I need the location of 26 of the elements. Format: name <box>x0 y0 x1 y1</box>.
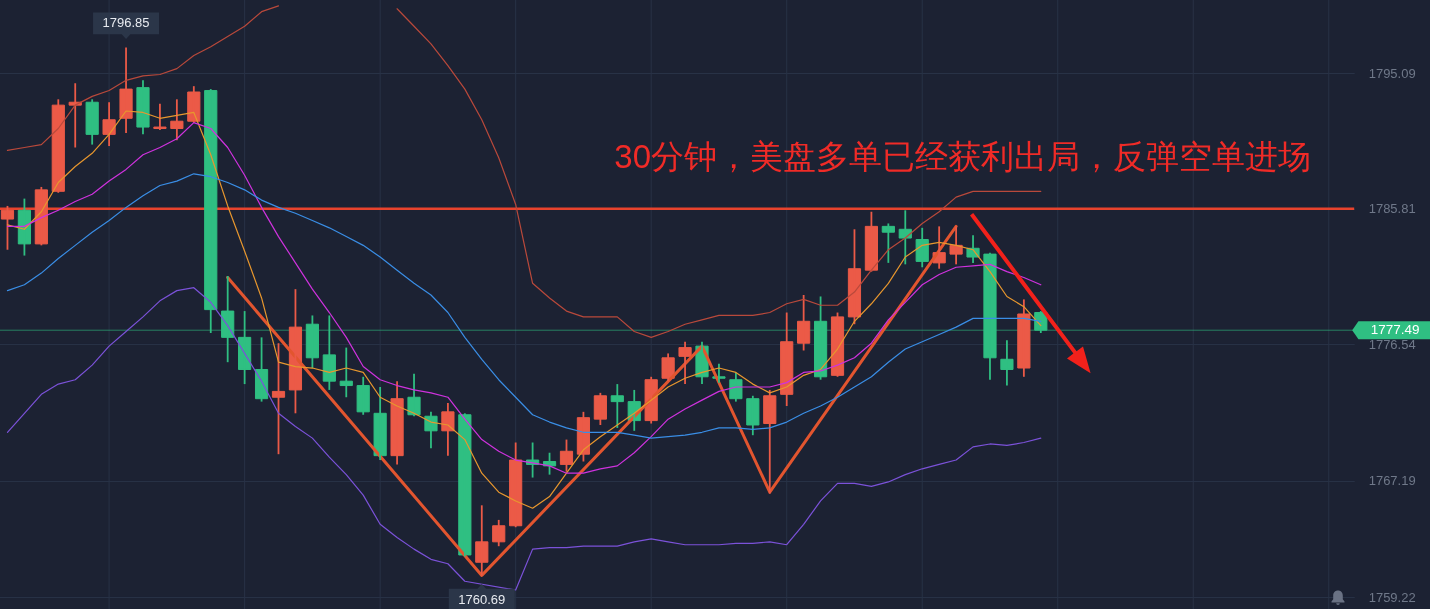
ref-line-label: 1777.49 <box>1370 322 1420 338</box>
line-series <box>6 5 279 152</box>
candlestick <box>152 102 167 131</box>
line-series <box>6 287 1041 591</box>
y-tick-label: 1795.09 <box>1368 65 1416 81</box>
candlestick <box>559 438 573 473</box>
line-series <box>6 173 1041 439</box>
y-tick-label: 1776.54 <box>1368 336 1416 352</box>
candlestick <box>85 98 99 146</box>
annotation: 1760.69 <box>457 591 505 607</box>
candlestick <box>678 340 692 385</box>
y-tick-label: 1767.19 <box>1368 473 1416 489</box>
candlestick <box>999 339 1014 387</box>
candlestick <box>745 394 759 437</box>
y-tick-label: 1785.81 <box>1368 201 1416 217</box>
candlestick <box>356 375 370 416</box>
text: 30分钟，美盘多单已经获利出局，反弹空单进场 <box>613 138 1311 175</box>
line-series <box>225 224 958 577</box>
candlestick <box>1016 298 1030 378</box>
candlestick <box>0 205 14 251</box>
line-series <box>396 8 1041 338</box>
annotation: 1796.85 <box>102 15 150 31</box>
candlestick <box>271 342 285 456</box>
candlestick <box>474 504 488 577</box>
y-tick-label: 1759.22 <box>1368 589 1416 605</box>
candlestick <box>762 389 776 495</box>
